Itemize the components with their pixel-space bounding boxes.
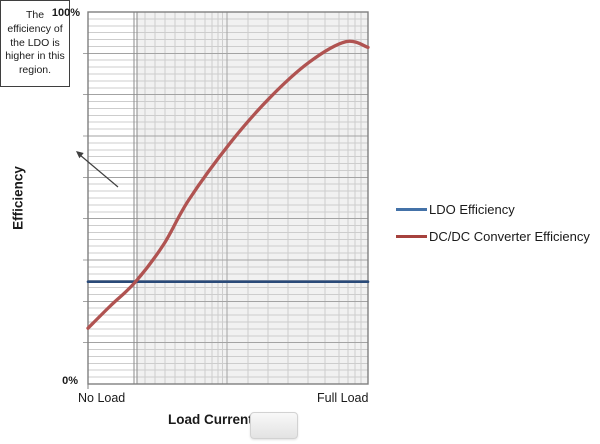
dcdc-line-swatch-icon xyxy=(396,234,427,238)
x-axis-no-load-label: No Load xyxy=(78,391,126,405)
legend-item-ldo: LDO Efficiency xyxy=(396,201,590,217)
legend-label-ldo: LDO Efficiency xyxy=(429,201,515,217)
legend-item-dcdc: DC/DC Converter Efficiency xyxy=(396,228,590,244)
plot-area xyxy=(83,11,370,389)
y-axis-title: Efficiency xyxy=(10,166,26,230)
annotation-text: The efficiency of the LDO is higher in t… xyxy=(5,9,65,76)
legend: LDO Efficiency DC/DC Converter Efficienc… xyxy=(396,202,590,256)
ldo-line-swatch-icon xyxy=(396,207,427,211)
x-axis-full-load-label: Full Load xyxy=(317,391,369,405)
annotation-arrow xyxy=(76,151,119,188)
legend-label-dcdc: DC/DC Converter Efficiency xyxy=(429,228,590,244)
blank-button[interactable] xyxy=(250,412,298,439)
annotation-callout-box: The efficiency of the LDO is higher in t… xyxy=(0,0,70,87)
y-axis-min-label: 0% xyxy=(62,375,78,387)
y-axis-max-label: 100% xyxy=(51,7,80,19)
x-axis-title: Load Current xyxy=(168,412,253,427)
